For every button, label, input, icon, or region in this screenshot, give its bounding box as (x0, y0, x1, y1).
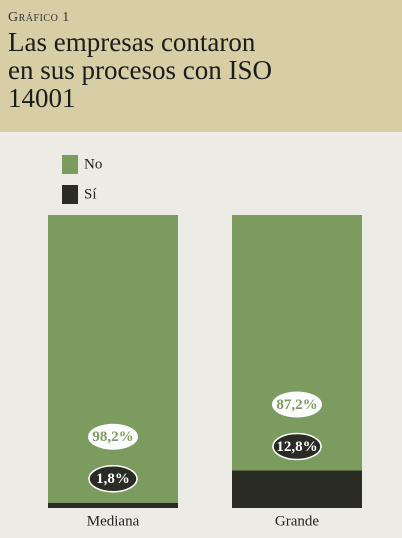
label-badge (88, 423, 138, 450)
label-badge (272, 432, 322, 461)
legend-swatch (62, 155, 78, 174)
header: Gráfico 1 Las empresas contaron en sus p… (0, 0, 402, 132)
x-tick-label: Mediana (87, 513, 140, 529)
chart-supertitle: Gráfico 1 (8, 10, 70, 25)
legend-swatch (62, 185, 78, 204)
bar-segment (48, 215, 178, 503)
data-label: 1,8% (96, 471, 130, 487)
data-label: 12,8% (276, 439, 317, 455)
legend-label: Sí (84, 186, 97, 202)
x-tick-label: Grande (275, 513, 319, 529)
label-badge (272, 391, 322, 418)
bar-segment (48, 502, 178, 508)
chart-title: Las empresas contaron en sus procesos co… (8, 27, 272, 113)
bar-segment (232, 470, 362, 508)
legend-label: No (84, 156, 102, 172)
data-label: 98,2% (92, 429, 133, 445)
bar-segment (232, 215, 362, 471)
data-label: 87,2% (276, 397, 317, 413)
label-badge (88, 464, 138, 493)
